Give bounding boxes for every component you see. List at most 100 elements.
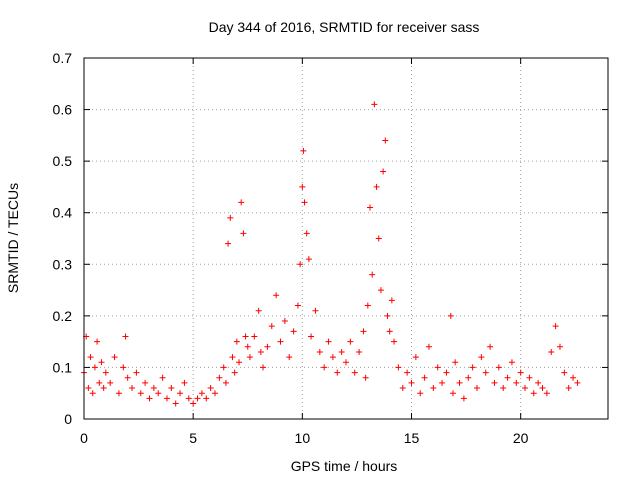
data-point — [89, 390, 96, 397]
data-point — [474, 385, 480, 392]
data-point — [198, 390, 205, 397]
data-point — [386, 328, 393, 335]
data-point — [96, 379, 103, 386]
data-point — [264, 343, 271, 350]
data-point — [478, 354, 485, 361]
data-point — [87, 354, 94, 361]
data-point — [98, 359, 105, 366]
data-point — [469, 364, 476, 371]
data-point — [159, 374, 166, 381]
x-tick-label: 0 — [80, 430, 88, 446]
data-point — [146, 395, 153, 402]
data-point — [421, 374, 428, 381]
data-point — [185, 395, 192, 402]
data-point — [513, 379, 520, 386]
data-point — [325, 338, 332, 345]
data-point — [399, 385, 406, 392]
data-point — [561, 369, 568, 376]
data-point — [227, 214, 234, 221]
data-point — [382, 137, 389, 144]
x-tick-label: 20 — [513, 430, 529, 446]
data-point — [142, 379, 149, 386]
data-point — [517, 369, 524, 376]
data-point — [491, 379, 498, 386]
data-point — [373, 183, 380, 190]
data-point — [452, 359, 459, 366]
data-point — [388, 297, 395, 304]
data-point — [85, 385, 92, 392]
data-point — [242, 333, 249, 340]
data-point — [371, 101, 378, 108]
data-point — [305, 256, 312, 263]
data-point — [412, 354, 419, 361]
data-point — [308, 333, 315, 340]
data-point — [482, 369, 489, 376]
data-point — [222, 379, 229, 386]
data-point — [351, 369, 358, 376]
data-point — [251, 333, 258, 340]
data-point — [574, 379, 581, 386]
data-point — [233, 338, 240, 345]
data-point — [260, 364, 267, 371]
data-point — [377, 287, 384, 294]
data-point — [236, 359, 243, 366]
data-point — [94, 338, 101, 345]
data-point — [425, 343, 432, 350]
data-point — [334, 369, 341, 376]
y-tick-label: 0.6 — [53, 102, 73, 118]
data-point — [240, 230, 247, 237]
data-point — [329, 354, 336, 361]
data-point — [347, 338, 354, 345]
data-point — [380, 168, 387, 175]
data-point — [362, 374, 369, 381]
y-axis-title: SRMTID / TECUs — [5, 183, 21, 293]
data-point — [303, 230, 310, 237]
data-point — [312, 307, 319, 314]
data-point — [504, 374, 511, 381]
data-point — [384, 312, 391, 319]
data-point — [129, 385, 136, 392]
data-point — [570, 374, 577, 381]
data-point — [120, 364, 127, 371]
data-point — [439, 379, 446, 386]
data-point — [299, 183, 306, 190]
data-point — [556, 343, 563, 350]
data-point — [155, 390, 162, 397]
data-point — [321, 364, 328, 371]
data-point — [375, 235, 382, 242]
x-tick-label: 5 — [189, 430, 197, 446]
data-point — [543, 390, 550, 397]
data-point — [539, 385, 546, 392]
data-point — [238, 199, 245, 206]
data-point — [495, 364, 502, 371]
chart-title: Day 344 of 2016, SRMTID for receiver sas… — [209, 19, 480, 35]
data-point — [255, 307, 262, 314]
data-point — [522, 385, 529, 392]
data-point — [316, 348, 323, 355]
data-point — [100, 385, 107, 392]
data-point — [301, 199, 308, 206]
data-point — [168, 385, 175, 392]
y-tick-label: 0.4 — [53, 205, 73, 221]
data-point — [408, 379, 415, 386]
x-tick-label: 10 — [295, 430, 311, 446]
data-point — [102, 369, 109, 376]
data-point — [500, 385, 507, 392]
data-point — [257, 348, 264, 355]
data-point — [91, 364, 98, 371]
data-point — [212, 390, 218, 397]
data-point — [434, 364, 441, 371]
data-point — [229, 354, 236, 361]
data-point — [122, 333, 129, 340]
data-point — [277, 338, 284, 345]
data-point — [460, 395, 467, 402]
data-point — [246, 354, 253, 361]
data-point — [290, 328, 297, 335]
data-point — [364, 302, 371, 309]
x-tick-label: 15 — [404, 430, 420, 446]
data-point — [535, 379, 542, 386]
data-point — [244, 343, 251, 350]
data-point — [225, 240, 232, 247]
data-point — [273, 292, 280, 299]
